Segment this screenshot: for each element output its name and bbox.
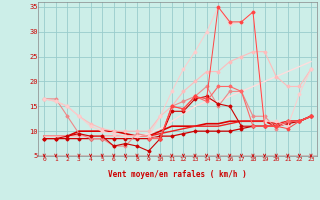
X-axis label: Vent moyen/en rafales ( km/h ): Vent moyen/en rafales ( km/h ) <box>108 170 247 179</box>
